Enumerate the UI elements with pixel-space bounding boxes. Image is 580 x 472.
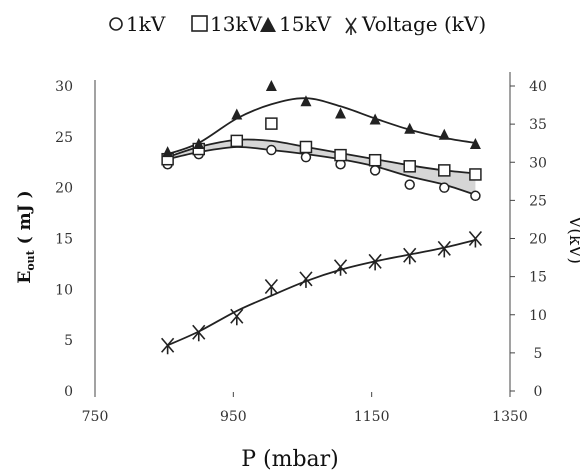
data-point-15kv	[231, 108, 243, 120]
fit-curve-13kv	[167, 138, 476, 175]
data-point-voltage-kv	[264, 279, 278, 296]
x-tick-labels: 750 950 1150 1350	[82, 392, 528, 425]
left-y-axis-title-main: E	[15, 271, 35, 284]
data-point-voltage-kv	[299, 271, 313, 288]
data-point-1kv	[470, 190, 481, 202]
left-y-tick-label: 10	[55, 282, 73, 298]
data-point-1kv	[404, 179, 415, 190]
right-y-tick-label: 30	[529, 155, 547, 171]
fit-curves	[167, 97, 476, 347]
data-point-voltage-kv	[192, 324, 206, 342]
data-markers	[161, 80, 483, 355]
data-point-voltage-kv	[161, 337, 175, 355]
data-point-15kv	[438, 128, 450, 140]
data-point-voltage-kv	[437, 240, 451, 258]
right-y-tick-label: 20	[529, 232, 547, 248]
legend: 1kV 13kV 15kV Voltage (kV)	[109, 12, 486, 36]
data-point-13kv	[265, 117, 278, 130]
data-point-13kv	[469, 168, 482, 181]
data-point-13kv	[334, 148, 347, 162]
data-point-13kv	[230, 134, 244, 148]
legend-item-15kv: 15kV	[260, 12, 332, 36]
fit-curve-voltage-kv-	[167, 239, 476, 347]
right-y-tick-labels: 0 5 10 15 20 25 30 35 40	[510, 79, 547, 400]
data-point-15kv	[162, 146, 174, 158]
data-point-voltage-kv	[468, 230, 483, 248]
legend-marker-circle	[109, 17, 123, 31]
data-point-15kv	[265, 80, 277, 91]
fit-curve-15kv	[167, 97, 476, 155]
left-y-tick-label: 0	[64, 384, 73, 400]
data-point-1kv	[369, 165, 381, 176]
right-y-tick-label: 35	[529, 117, 547, 133]
left-y-tick-labels: 0 5 10 15 20 25 30	[55, 79, 73, 400]
data-point-voltage-kv	[403, 247, 417, 265]
left-y-axis-title-sub: out	[24, 249, 37, 270]
legend-item-13kv: 13kV	[191, 12, 263, 36]
data-point-15kv	[335, 107, 347, 119]
data-point-1kv	[439, 182, 450, 193]
left-y-tick-label: 5	[64, 333, 73, 349]
data-point-13kv	[368, 153, 382, 167]
legend-label-voltage: Voltage (kV)	[361, 12, 486, 36]
plot-frame	[94, 72, 511, 397]
data-point-15kv	[469, 137, 481, 149]
data-point-15kv	[369, 113, 381, 125]
legend-item-voltage: Voltage (kV)	[345, 12, 486, 36]
right-y-tick-label: 15	[529, 270, 547, 286]
left-y-axis-title-rest: ( mJ )	[15, 190, 35, 250]
data-point-voltage-kv	[368, 253, 382, 271]
shaded-band	[167, 139, 476, 195]
left-y-tick-label: 30	[55, 79, 73, 95]
right-y-tick-label: 10	[529, 308, 547, 324]
legend-marker-asterisk	[345, 17, 357, 35]
legend-label-13kv: 13kV	[210, 12, 263, 36]
left-y-axis-title: Eout ( mJ )	[15, 190, 37, 283]
legend-label-15kv: 15kV	[279, 12, 332, 36]
data-point-13kv	[438, 164, 451, 177]
data-point-1kv	[300, 151, 312, 163]
data-point-voltage-kv	[230, 308, 244, 326]
x-tick-label: 750	[82, 409, 109, 425]
legend-marker-triangle	[260, 17, 276, 32]
right-y-axis-title: V(kV)	[565, 215, 580, 264]
left-y-tick-label: 25	[55, 130, 73, 146]
fit-curve-1kv	[167, 146, 476, 196]
legend-label-1kv: 1kV	[126, 12, 166, 36]
right-y-tick-label: 25	[529, 193, 547, 209]
data-point-13kv	[403, 160, 416, 173]
left-y-tick-label: 20	[55, 181, 73, 197]
x-axis-title: P (mbar)	[241, 447, 339, 472]
data-point-voltage-kv	[333, 259, 348, 276]
left-y-tick-label: 15	[55, 232, 73, 248]
right-y-tick-label: 40	[529, 79, 547, 95]
right-y-tick-label: 0	[534, 384, 543, 400]
data-point-15kv	[193, 137, 205, 149]
data-point-13kv	[299, 140, 313, 154]
legend-marker-square	[191, 15, 208, 32]
band-13kv-1kv	[167, 139, 476, 195]
data-point-15kv	[404, 122, 416, 134]
x-tick-label: 1150	[354, 409, 390, 425]
x-tick-label: 950	[220, 409, 247, 425]
data-point-1kv	[266, 144, 277, 156]
data-point-15kv	[300, 95, 312, 107]
legend-item-1kv: 1kV	[109, 12, 166, 36]
x-tick-label: 1350	[492, 409, 528, 425]
right-y-tick-label: 5	[534, 346, 543, 362]
